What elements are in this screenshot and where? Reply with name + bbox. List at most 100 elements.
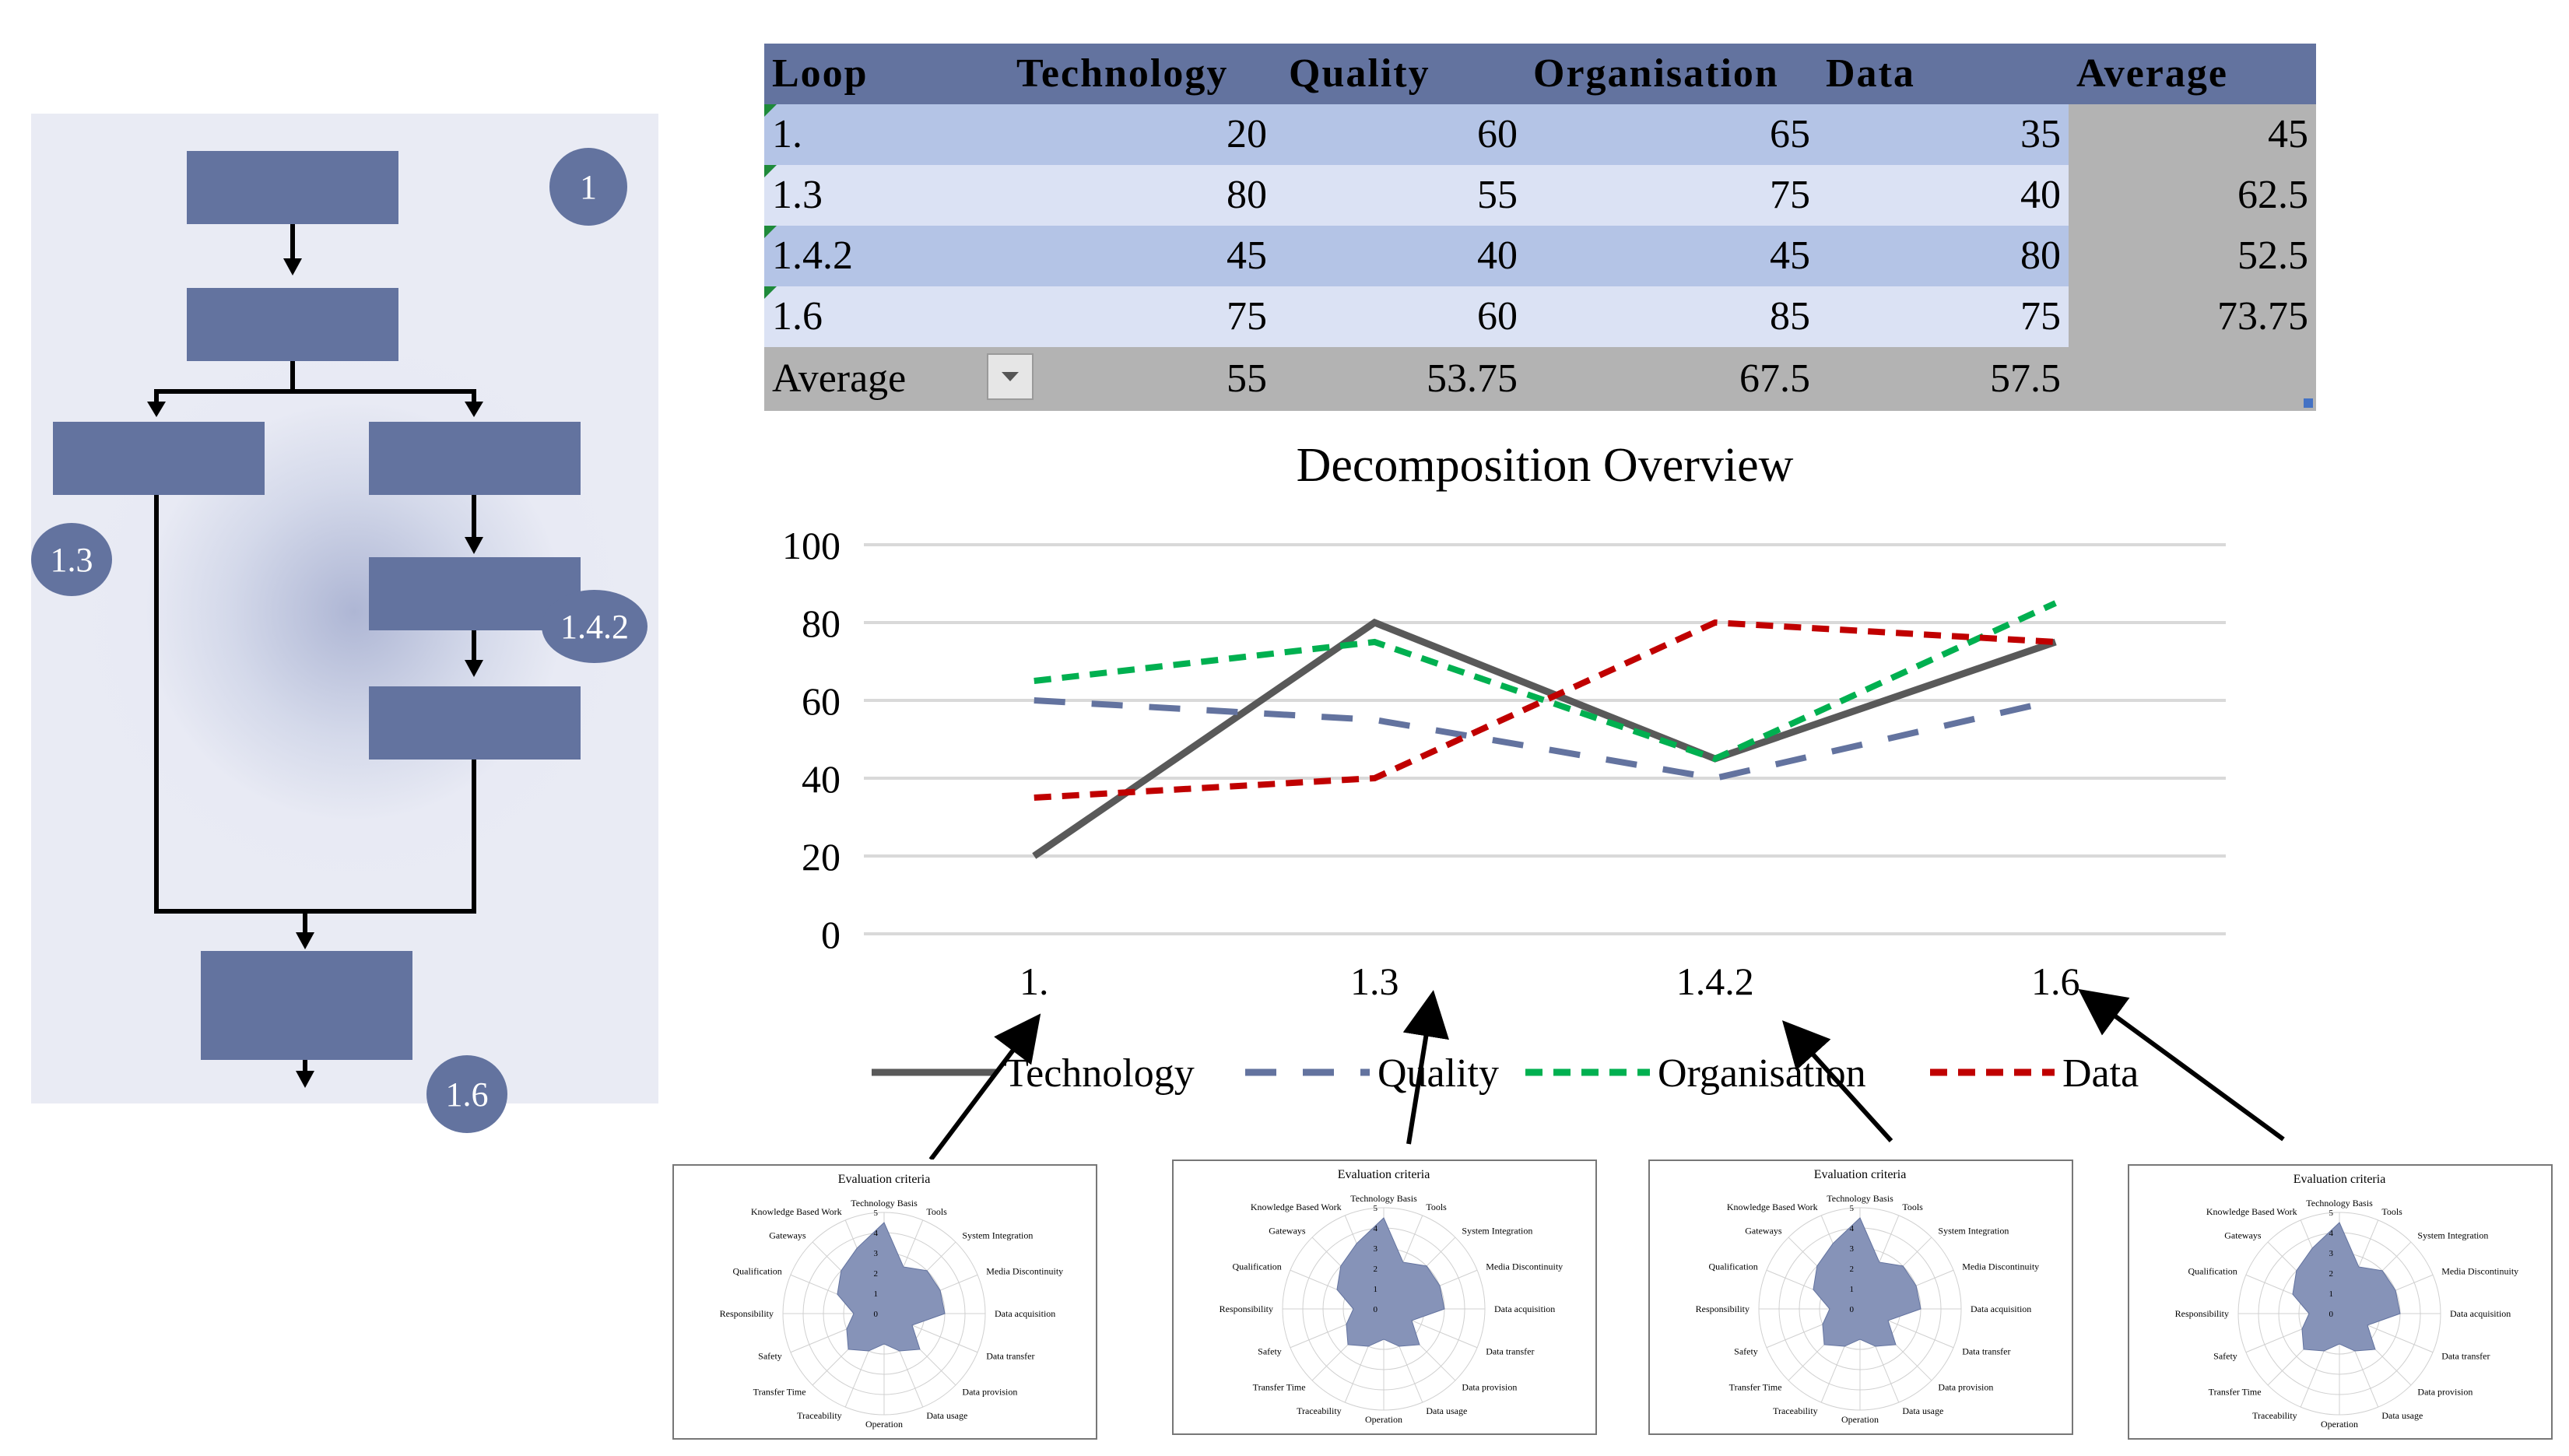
radar-tick-label: 4 <box>874 1229 879 1238</box>
radar-chart-1: Evaluation criteria Technology Basis Tools… <box>672 1164 1097 1440</box>
radar-axis-label: Operation <box>865 1419 903 1430</box>
radar-axis-label: Safety <box>1734 1345 1758 1356</box>
resize-handle-icon[interactable] <box>2304 398 2313 408</box>
radar-axis-label: Data provision <box>2417 1386 2472 1397</box>
radar-axis-label: Data usage <box>1902 1405 1943 1416</box>
flow-box-6 <box>369 686 581 760</box>
flow-line <box>472 760 476 914</box>
radar-axis-label: Tools <box>1902 1202 1923 1212</box>
radar-title: Evaluation criteria <box>2293 1173 2386 1186</box>
chart-title: Decomposition Overview <box>1297 439 1794 492</box>
radar-tick-label: 0 <box>2329 1310 2334 1319</box>
y-tick-label: 100 <box>782 524 841 567</box>
flow-box-4 <box>369 422 581 495</box>
radar-axis-label: Data usage <box>1426 1405 1467 1416</box>
radar-tick-label: 2 <box>1850 1265 1855 1274</box>
flow-box-1 <box>187 151 398 224</box>
radar-tick-label: 0 <box>874 1310 879 1319</box>
chevron-down-icon <box>1002 372 1019 381</box>
radar-axis-label: Responsibility <box>2175 1308 2229 1319</box>
cell-indicator-icon <box>764 226 777 238</box>
radar-chart-4: Evaluation criteria Technology Basis Tools… <box>2128 1164 2553 1440</box>
radar-axis-label: Qualification <box>1232 1261 1281 1272</box>
radar-axis-label: Data usage <box>926 1410 967 1421</box>
cell-indicator-icon <box>764 104 777 117</box>
radar-tick-label: 1 <box>874 1289 879 1299</box>
cell-average: 73.75 <box>2217 294 2308 339</box>
radar-axis-label: Knowledge Based Work <box>751 1206 842 1217</box>
cell-average: 52.5 <box>2237 233 2308 278</box>
radar-axis-label: Transfer Time <box>1729 1381 1782 1392</box>
footer-label: Average <box>772 356 907 401</box>
y-tick-label: 60 <box>802 679 841 723</box>
cell-organisation: 75 <box>1770 173 1810 217</box>
radar-title: Evaluation criteria <box>1338 1168 1430 1181</box>
radar-axis-label: Safety <box>758 1350 782 1361</box>
table-header-bg <box>764 44 2316 104</box>
x-tick-label: 1.6 <box>2031 960 2080 1003</box>
radar-tick-label: 3 <box>2329 1249 2334 1258</box>
radar-axis-label: Qualification <box>2188 1266 2237 1277</box>
x-tick-label: 1. <box>1020 960 1049 1003</box>
radar-axis-label: Technology Basis <box>1827 1193 1893 1204</box>
radar-axis-label: Gateways <box>2224 1230 2262 1241</box>
table-row-bg <box>764 226 2069 286</box>
radar-axis-label: Knowledge Based Work <box>1727 1202 1818 1212</box>
radar-axis-label: Data usage <box>2381 1410 2423 1421</box>
series-line-technology <box>1032 618 2057 859</box>
series-line-data <box>1034 619 2056 801</box>
radar-axis-label: Traceability <box>797 1410 842 1421</box>
radar-axis-label: Qualification <box>732 1266 781 1277</box>
radar-axis-label: Knowledge Based Work <box>2206 1206 2297 1217</box>
cell-technology: 20 <box>1227 112 1267 156</box>
radar-axis-label: Responsibility <box>1220 1303 1273 1314</box>
radar-tick-label: 0 <box>1374 1305 1378 1314</box>
radar-axis-label: Tools <box>2381 1206 2402 1217</box>
radar-area <box>2292 1222 2401 1352</box>
header-technology: Technology <box>1016 51 1229 96</box>
filter-dropdown-button[interactable] <box>987 353 1034 400</box>
radar-tick-label: 2 <box>1374 1265 1378 1274</box>
radar-tick-label: 2 <box>874 1269 879 1279</box>
line-chart: Decomposition Overview 0 20 40 60 80 100 1. 1.3 1… <box>782 439 2226 1096</box>
flow-arrowhead <box>147 402 166 417</box>
data-table: Loop Technology Quality Organisation Dat… <box>764 44 2316 411</box>
flow-arrowhead <box>283 258 302 275</box>
radar-axis-label: Media Discontinuity <box>986 1266 1063 1277</box>
radar-tick-label: 2 <box>2329 1269 2334 1279</box>
cell-quality: 40 <box>1477 233 1518 278</box>
radar-axis-label: Technology Basis <box>1350 1193 1417 1204</box>
loop-badge-1-6: 1.6 <box>426 1055 507 1133</box>
flow-arrowhead <box>465 537 483 554</box>
radar-tick-label: 3 <box>874 1249 879 1258</box>
cell-quality: 60 <box>1477 294 1518 339</box>
radar-title: Evaluation criteria <box>1814 1168 1907 1181</box>
radar-axis-label: Traceability <box>1773 1405 1818 1416</box>
radar-axis-label: Data provision <box>962 1386 1017 1397</box>
x-tick-label: 1.3 <box>1350 960 1399 1003</box>
flow-box-8-body <box>201 987 412 1060</box>
cell-technology: 45 <box>1227 233 1267 278</box>
radar-tick-label: 5 <box>2329 1209 2334 1218</box>
radar-tick-label: 3 <box>1850 1244 1855 1254</box>
cell-quality: 55 <box>1477 173 1518 217</box>
footer-quality: 53.75 <box>1427 356 1518 401</box>
radar-axis-label: Data transfer <box>1962 1345 2010 1356</box>
y-tick-label: 40 <box>802 757 841 801</box>
flow-arrow <box>303 909 307 937</box>
header-quality: Quality <box>1289 51 1430 96</box>
pointer-arrows <box>928 988 2285 1160</box>
flow-arrowhead <box>465 402 483 417</box>
cell-average: 45 <box>2268 112 2308 156</box>
cell-average: 62.5 <box>2237 173 2308 217</box>
arrow-to-1 <box>928 1013 1041 1160</box>
radar-tick-label: 1 <box>1374 1285 1378 1294</box>
flow-arrowhead <box>296 932 314 949</box>
radar-tick-label: 5 <box>1374 1204 1378 1213</box>
radar-axis-label: Knowledge Based Work <box>1251 1202 1342 1212</box>
radar-axis-label: Operation <box>1365 1414 1402 1425</box>
radar-axis-label: Data transfer <box>1486 1345 1534 1356</box>
flow-arrowhead <box>465 660 483 677</box>
legend-label-data: Data <box>2062 1051 2139 1096</box>
flowchart-panel: 1 1.3 1.4.2 1.6 <box>31 114 658 1133</box>
